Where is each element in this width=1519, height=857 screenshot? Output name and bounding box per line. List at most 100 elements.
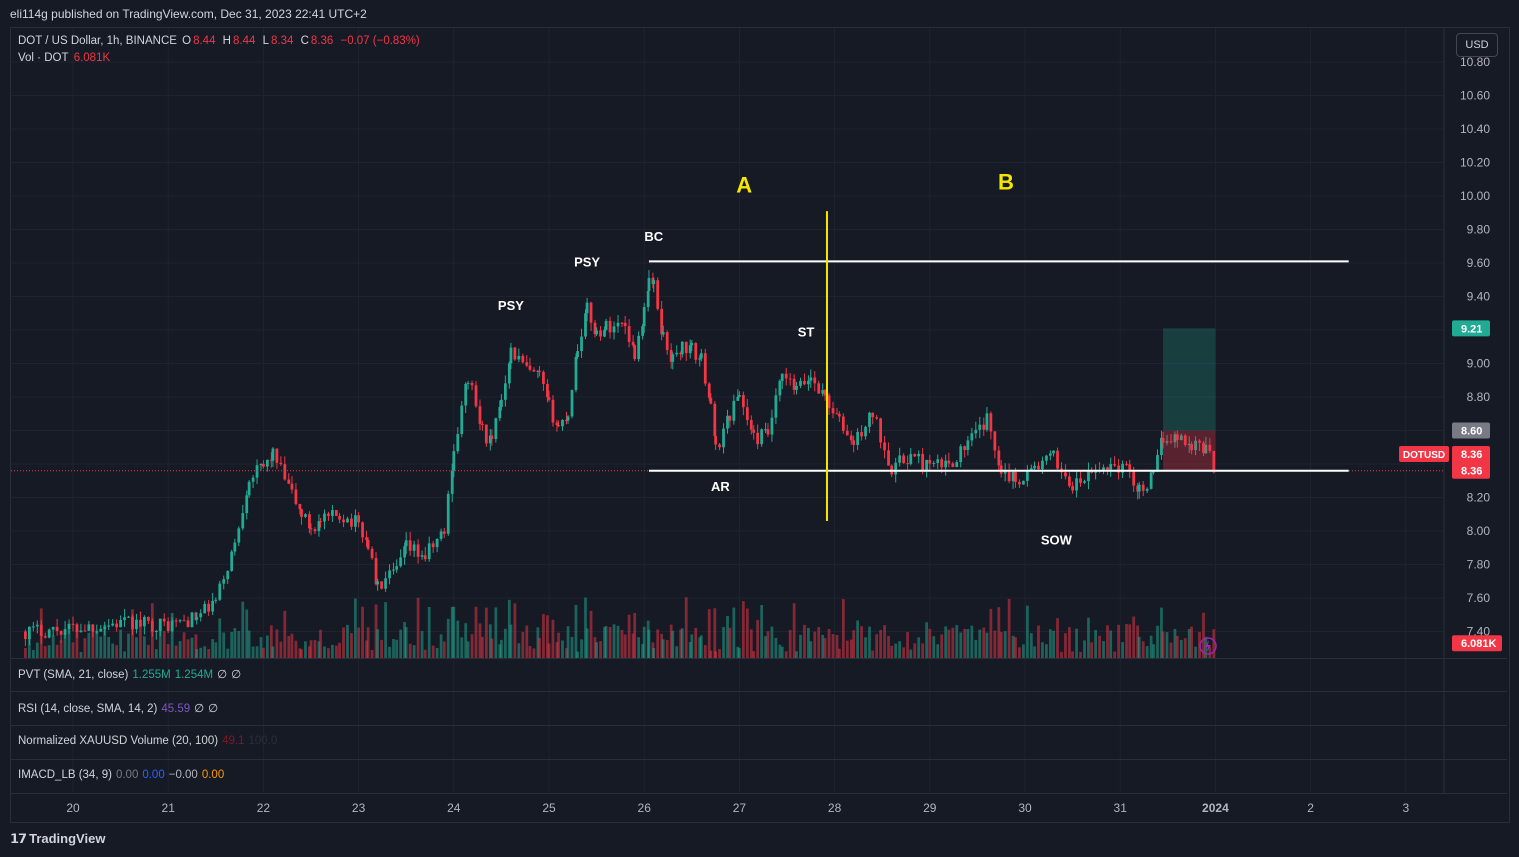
candle-body: [1194, 440, 1197, 451]
candle-body: [366, 539, 370, 549]
candle-body: [784, 373, 788, 379]
volume-bar: [684, 597, 688, 658]
volume-bar: [150, 603, 154, 658]
volume-bar: [647, 629, 651, 658]
indicator-imacd[interactable]: IMACD_LB (34, 9) 0.00 0.00 −0.00 0.00: [18, 769, 225, 781]
volume-bar: [1037, 625, 1040, 658]
volume-bar: [1106, 625, 1109, 658]
volume-bar: [146, 644, 150, 658]
volume-bar: [158, 618, 162, 658]
pane-divider[interactable]: [11, 658, 1507, 659]
volume-bar: [317, 641, 321, 658]
volume-bar: [1152, 644, 1155, 658]
candle-body: [714, 436, 717, 445]
volume-bar: [823, 638, 827, 658]
candle-body: [507, 363, 511, 384]
candle-body: [913, 454, 917, 457]
volume-bar: [868, 626, 871, 658]
volume-bar: [955, 625, 959, 658]
candle-body: [604, 320, 608, 330]
candle-body: [498, 406, 502, 419]
volume-bar: [237, 631, 241, 658]
volume-bar: [688, 641, 692, 658]
volume-label[interactable]: Vol · DOT: [18, 52, 69, 64]
candle-body: [917, 453, 921, 457]
candle-body: [835, 413, 839, 415]
candle-body: [1132, 470, 1136, 486]
candle-body: [688, 345, 692, 354]
volume-bar: [103, 624, 107, 658]
volume-bar: [269, 625, 273, 658]
candle-body: [35, 624, 39, 627]
currency-button[interactable]: USD: [1456, 33, 1498, 57]
pane-divider[interactable]: [11, 725, 1507, 726]
candle-body: [894, 462, 898, 475]
indicator-pvt[interactable]: PVT (SMA, 21, close) 1.255M 1.254M ∅ ∅: [18, 669, 242, 681]
volume-bar: [951, 627, 955, 658]
volume-bar: [51, 635, 55, 658]
candle-body: [218, 583, 222, 600]
volume-bar: [821, 634, 825, 658]
volume-bar: [1179, 639, 1183, 658]
alert-icon: [1199, 637, 1217, 655]
volume-bar: [388, 646, 391, 658]
volume-bar: [1194, 646, 1197, 658]
candle-body: [323, 513, 326, 522]
candle-body: [59, 631, 63, 635]
candle-body: [452, 451, 456, 471]
volume-bar: [887, 635, 890, 658]
candle-body: [1125, 463, 1128, 465]
indicator-normalized-volume[interactable]: Normalized XAUUSD Volume (20, 100) 49.1 10…: [18, 735, 278, 747]
price-axis-label: 10.20: [1460, 156, 1490, 170]
candle-body: [1052, 450, 1055, 454]
candle-body: [679, 352, 683, 355]
candle-body: [623, 322, 627, 327]
volume-bar: [633, 613, 637, 658]
volume-bar: [947, 629, 951, 658]
pane-divider[interactable]: [11, 793, 1507, 794]
volume-bar: [309, 640, 313, 658]
symbol-title[interactable]: DOT / US Dollar, 1h, BINANCE: [18, 35, 177, 47]
volume-bar: [1128, 624, 1132, 658]
candle-body: [792, 378, 796, 390]
candle-body: [584, 313, 587, 337]
volume-value: 6.081K: [73, 52, 111, 64]
volume-bar: [557, 632, 560, 658]
volume-bar: [186, 639, 190, 658]
tradingview-logo[interactable]: 𝟭𝟳 TradingView: [10, 831, 106, 846]
volume-bar: [637, 637, 641, 658]
candle-body: [226, 570, 230, 580]
candle-body: [999, 465, 1003, 474]
price-axis-label: 7.40: [1467, 625, 1491, 639]
volume-bar: [1117, 624, 1120, 658]
volume-bar: [127, 633, 130, 658]
candle-body: [528, 365, 532, 370]
volume-bar: [764, 636, 767, 658]
volume-bar: [47, 645, 51, 658]
price-change: −0.07 (−0.83%): [340, 35, 420, 47]
candle-body: [255, 465, 259, 478]
pane-divider[interactable]: [11, 691, 1507, 692]
volume-bar: [959, 632, 963, 658]
pane-divider[interactable]: [11, 759, 1507, 760]
volume-bar: [279, 641, 283, 658]
time-axis-label: 24: [447, 801, 461, 815]
volume-bar: [1183, 638, 1187, 658]
candle-body: [932, 462, 936, 464]
volume-bar: [909, 649, 913, 658]
price-axis-label: 9.60: [1467, 256, 1491, 270]
indicator-rsi[interactable]: RSI (14, close, SMA, 14, 2) 45.59 ∅ ∅: [18, 703, 219, 715]
candle-body: [247, 481, 251, 496]
volume-bar: [944, 626, 948, 658]
volume-bar: [732, 607, 736, 658]
candle-body: [143, 616, 146, 627]
candle-body: [488, 435, 492, 444]
candle-body: [1029, 468, 1033, 471]
candle-body: [879, 418, 882, 443]
wyckoff-label: PSY: [574, 254, 600, 269]
volume-bar: [83, 638, 87, 658]
candle-body: [898, 455, 902, 463]
volume-bar: [1141, 641, 1145, 658]
candle-body: [616, 322, 620, 327]
